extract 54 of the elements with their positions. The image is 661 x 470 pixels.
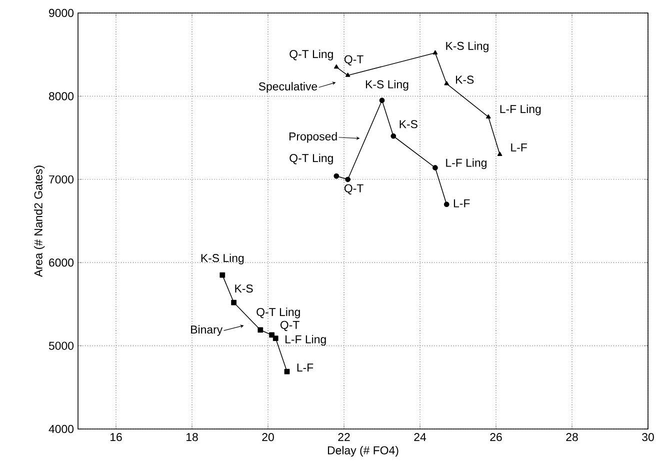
annotation: L-F <box>297 364 314 372</box>
point <box>444 81 449 86</box>
annotation: Q-T <box>344 184 364 194</box>
point <box>258 327 264 333</box>
annotation: Q-T <box>280 320 300 332</box>
annotation: Q-T <box>344 55 364 66</box>
annotation: K-S <box>235 284 253 293</box>
point <box>497 152 502 156</box>
x-tick-label: 22 <box>338 433 350 442</box>
annotation: L-F <box>454 199 470 208</box>
x-tick-label: 24 <box>414 433 426 442</box>
legend-label: Speculative <box>258 82 318 93</box>
legend-label: Binary <box>191 325 223 336</box>
y-tick-label: 4000 <box>48 424 74 434</box>
annotation: K-S <box>400 120 418 128</box>
point <box>379 98 385 104</box>
annotation: K-S Ling <box>446 42 488 52</box>
y-axis-title: Area (# Nand2 Gates) <box>34 166 45 278</box>
point <box>220 272 226 278</box>
legend-label: Proposed <box>290 132 337 143</box>
point <box>345 72 350 77</box>
annotation: L-F Ling <box>446 158 486 170</box>
annotation: Q-T Ling <box>256 308 300 318</box>
annotation: K-S Ling <box>366 80 408 91</box>
x-axis-title: Delay (# FO4) <box>328 446 398 457</box>
point <box>284 368 290 374</box>
x-tick-label: 20 <box>262 433 274 442</box>
x-tick-label: 30 <box>642 433 654 442</box>
x-tick-label: 26 <box>490 433 502 442</box>
x-tick-label: 28 <box>566 433 578 442</box>
y-tick-label: 8000 <box>49 92 74 100</box>
point <box>486 114 491 119</box>
point <box>432 165 438 170</box>
annotation: Q-T Ling <box>290 50 333 60</box>
point <box>334 173 340 179</box>
point <box>272 336 278 341</box>
annotation: L-F Ling <box>286 334 326 346</box>
x-tick-label: 16 <box>110 433 122 442</box>
y-tick-label: 7000 <box>49 175 74 184</box>
y-tick-label: 5000 <box>48 342 74 350</box>
annotation: Q-T Ling <box>290 154 333 164</box>
point <box>345 176 350 182</box>
annotation: L-F <box>511 143 527 152</box>
y-tick-label: 9000 <box>49 8 74 18</box>
point <box>231 300 236 306</box>
y-tick-label: 6000 <box>49 258 74 267</box>
point <box>390 133 396 139</box>
annotation: K-S <box>456 76 474 84</box>
annotation: L-F Ling <box>500 104 541 116</box>
annotation: K-S Ling <box>201 254 244 264</box>
point <box>444 202 450 208</box>
point <box>432 50 438 54</box>
x-tick-label: 18 <box>186 433 198 442</box>
point <box>334 64 339 69</box>
